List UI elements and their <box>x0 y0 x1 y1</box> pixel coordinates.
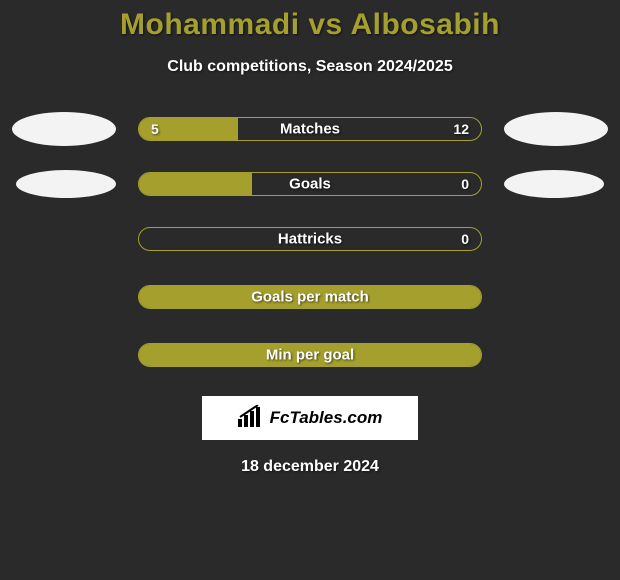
stat-bar-mpg: Min per goal <box>138 343 482 367</box>
spacer <box>504 280 608 314</box>
stat-label: Min per goal <box>266 347 354 364</box>
spacer <box>12 222 116 256</box>
stat-row-hattricks: Hattricks 0 <box>0 222 620 256</box>
stat-row-goals: Goals 0 <box>0 170 620 198</box>
page-title: Mohammadi vs Albosabih <box>0 8 620 42</box>
logo-text: FcTables.com <box>270 408 383 428</box>
logo-chart-icon <box>238 405 264 432</box>
stat-value-right: 0 <box>461 176 469 192</box>
footer-date: 18 december 2024 <box>0 458 620 476</box>
stat-label: Goals <box>289 176 331 193</box>
bar-fill-left <box>139 173 252 195</box>
stat-row-gpm: Goals per match <box>0 280 620 314</box>
player-right-ellipse <box>504 170 604 198</box>
player-right-ellipse <box>504 112 608 146</box>
stat-value-right: 0 <box>461 231 469 247</box>
footer-logo: FcTables.com <box>202 396 418 440</box>
stat-row-matches: 5 Matches 12 <box>0 112 620 146</box>
spacer <box>504 222 608 256</box>
stats-container: Mohammadi vs Albosabih Club competitions… <box>0 0 620 476</box>
page-subtitle: Club competitions, Season 2024/2025 <box>0 58 620 76</box>
stat-rows: 5 Matches 12 Goals 0 Hattricks 0 <box>0 112 620 372</box>
stat-label: Matches <box>280 121 340 138</box>
spacer <box>12 338 116 372</box>
stat-bar-gpm: Goals per match <box>138 285 482 309</box>
stat-row-mpg: Min per goal <box>0 338 620 372</box>
player-left-ellipse <box>12 112 116 146</box>
spacer <box>12 280 116 314</box>
stat-label: Hattricks <box>278 231 342 248</box>
player-left-ellipse <box>16 170 116 198</box>
spacer <box>504 338 608 372</box>
stat-bar-hattricks: Hattricks 0 <box>138 227 482 251</box>
stat-value-right: 12 <box>453 121 469 137</box>
stat-label: Goals per match <box>251 289 369 306</box>
stat-value-left: 5 <box>151 121 159 137</box>
stat-bar-goals: Goals 0 <box>138 172 482 196</box>
stat-bar-matches: 5 Matches 12 <box>138 117 482 141</box>
